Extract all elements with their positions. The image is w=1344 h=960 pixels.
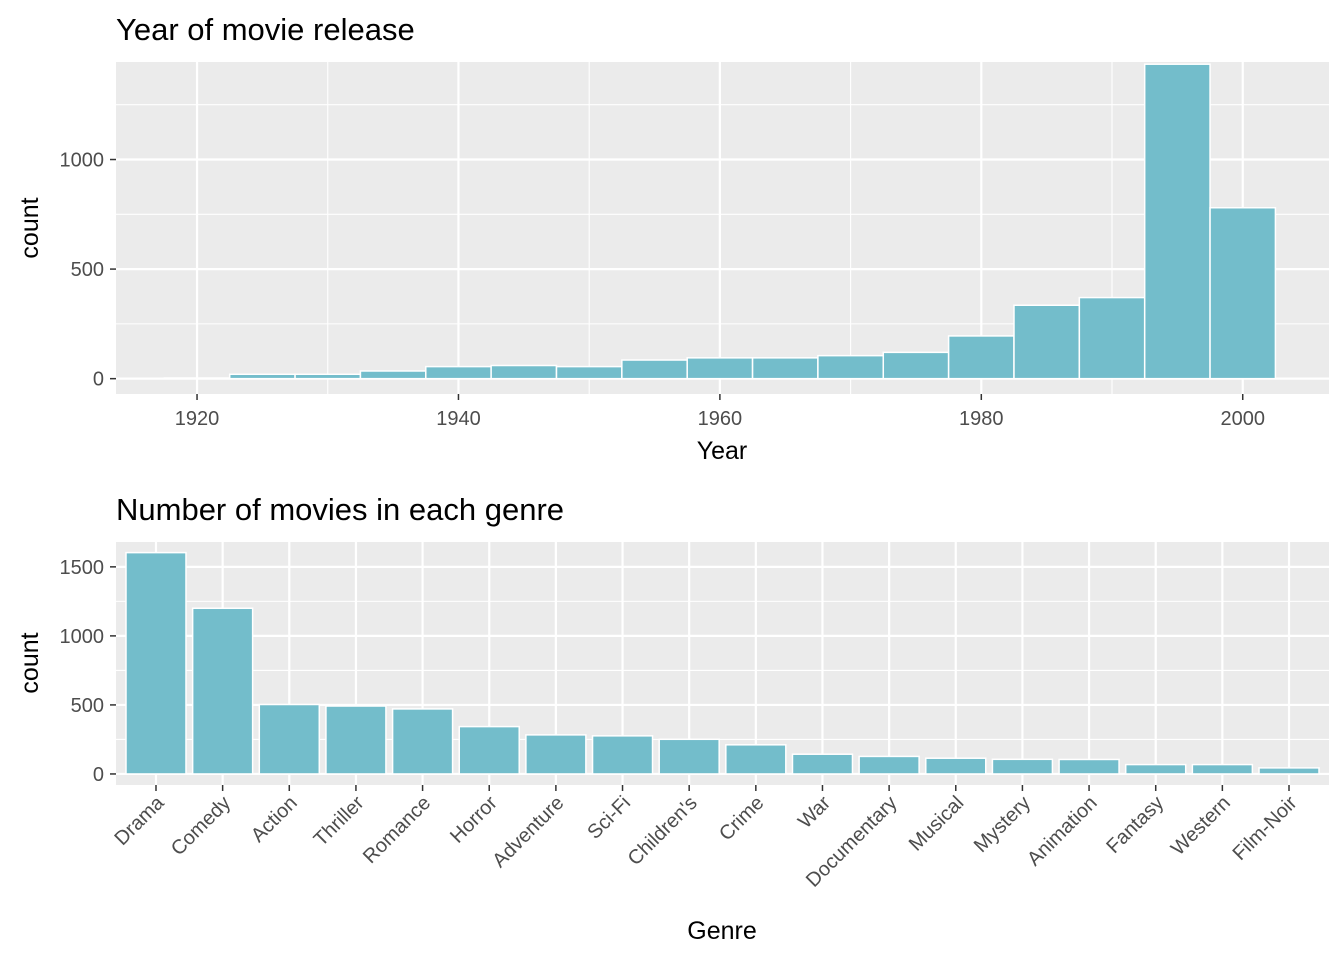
genre-x-tick-label: Crime (715, 792, 768, 845)
genre-bar (791, 753, 854, 775)
genre-x-tick-label: Comedy (167, 792, 235, 860)
year-y-axis-title: count (16, 197, 44, 258)
year-bar (1078, 296, 1146, 380)
genre-bar (191, 607, 254, 775)
year-bar (555, 365, 623, 380)
genre-x-tick-label: Fantasy (1102, 792, 1168, 858)
year-bar (817, 354, 885, 380)
genre-x-axis-title: Genre (687, 917, 756, 945)
genre-bar (1124, 763, 1187, 775)
genre-bar (325, 705, 387, 775)
genre-bar (725, 744, 787, 775)
year-axes: 1920 1940 1960 1980 2000 0 500 1000 (60, 150, 1265, 430)
genre-bars (125, 551, 1320, 775)
genre-bar (925, 757, 987, 775)
year-x-axis-title: Year (697, 437, 748, 465)
genre-x-tick-label: Drama (111, 791, 170, 850)
genre-bar-chart: Number of movies in each genre DramaCome… (16, 492, 1329, 945)
genre-bar (391, 708, 454, 775)
year-x-tick-label: 1940 (436, 408, 481, 430)
year-bar (228, 373, 296, 380)
year-bar (1209, 206, 1277, 380)
year-x-tick-label: 2000 (1220, 408, 1265, 430)
genre-bar (258, 703, 321, 775)
year-x-tick-label: 1960 (698, 408, 743, 430)
genre-bar (1258, 767, 1320, 775)
genre-bar (125, 551, 187, 775)
genre-x-tick-label: Horror (446, 792, 502, 848)
genre-bar (525, 734, 587, 775)
year-bar (359, 370, 427, 380)
year-bar (425, 365, 492, 380)
genre-x-tick-label: Children's (624, 792, 702, 870)
year-bar (1143, 63, 1211, 380)
genre-bar (1058, 758, 1120, 775)
year-bar (294, 373, 362, 380)
genre-x-tick-label: Adventure (488, 792, 568, 872)
year-x-tick-label: 1980 (959, 408, 1004, 430)
genre-x-tick-label: Thriller (310, 792, 369, 851)
year-x-tick-label: 1920 (175, 408, 220, 430)
genre-x-tick-label: Action (247, 792, 302, 847)
genre-chart-title: Number of movies in each genre (116, 492, 564, 527)
year-bar (1013, 304, 1081, 380)
genre-bar (1191, 763, 1254, 775)
genre-bar (858, 755, 920, 775)
year-y-tick-label: 500 (71, 259, 104, 281)
year-bar (490, 364, 558, 380)
genre-y-axis-title: count (16, 632, 44, 693)
year-histogram: Year of movie release 1920 1940 1960 1980 20… (16, 12, 1329, 465)
genre-y-tick-label: 1000 (60, 626, 105, 648)
year-y-tick-label: 0 (93, 369, 104, 391)
genre-x-tick-label: Musical (905, 792, 968, 855)
genre-y-tick-label: 500 (71, 695, 104, 717)
genre-bar (991, 758, 1054, 775)
genre-x-tick-label: Animation (1023, 792, 1101, 870)
year-y-tick-label: 1000 (60, 150, 105, 172)
genre-bar (458, 725, 520, 775)
year-bars (163, 63, 1277, 380)
year-bar (686, 357, 754, 380)
year-bar (751, 357, 819, 380)
genre-bar (658, 738, 720, 775)
year-bar (947, 335, 1015, 380)
genre-x-tick-label: War (794, 792, 835, 833)
year-bar (882, 351, 950, 380)
year-bar (621, 359, 688, 380)
genre-bar (591, 735, 654, 775)
genre-y-tick-label: 1500 (60, 557, 105, 579)
genre-x-tick-label: Film-Noir (1229, 792, 1302, 865)
year-chart-title: Year of movie release (116, 12, 415, 47)
genre-x-tick-label: Mystery (970, 792, 1035, 857)
genre-x-tick-label: Sci-Fi (583, 792, 635, 844)
genre-x-tick-label: Western (1167, 792, 1235, 860)
genre-x-tick-label: Romance (359, 792, 435, 868)
year-bar (163, 377, 231, 380)
genre-y-tick-label: 0 (93, 764, 104, 786)
